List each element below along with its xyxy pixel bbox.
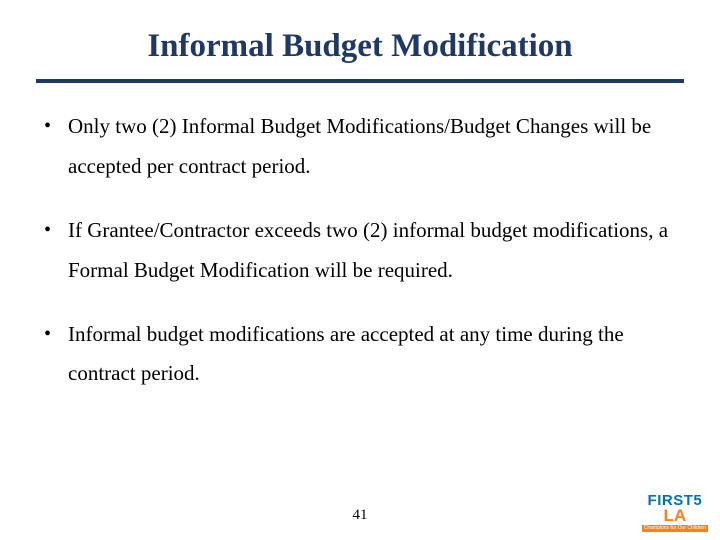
slide: Informal Budget Modification Only two (2… — [0, 0, 720, 540]
logo-tagline: Champions for Our Children — [642, 525, 708, 532]
logo-five-text: 5 — [693, 492, 702, 509]
title-rule — [36, 79, 684, 83]
bullet-item: Only two (2) Informal Budget Modificatio… — [42, 107, 684, 187]
slide-title: Informal Budget Modification — [36, 28, 684, 65]
first5la-logo: FIRST5 LA Champions for Our Children — [642, 493, 708, 532]
logo-la-text: LA — [642, 507, 708, 524]
bullet-item: If Grantee/Contractor exceeds two (2) in… — [42, 211, 684, 291]
bullet-list: Only two (2) Informal Budget Modificatio… — [36, 107, 684, 394]
bullet-item: Informal budget modifications are accept… — [42, 315, 684, 395]
page-number: 41 — [0, 507, 720, 524]
